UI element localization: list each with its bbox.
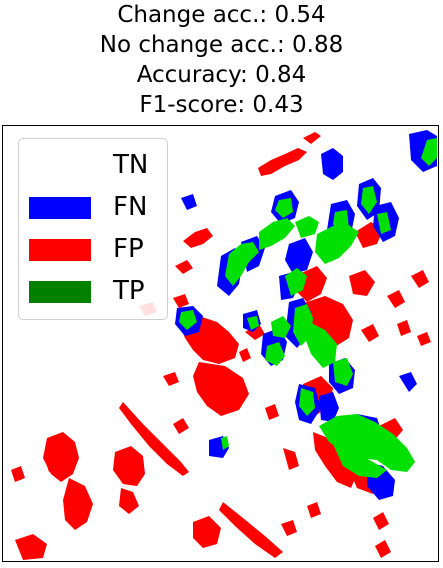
fp-region — [119, 402, 189, 476]
change-map-canvas — [11, 130, 437, 560]
legend: TN FN FP TP — [18, 138, 168, 320]
fp-region — [283, 448, 299, 470]
legend-label-fn: FN — [113, 192, 148, 222]
tp-region — [275, 198, 293, 218]
fp-region — [373, 512, 389, 530]
fp-region — [361, 324, 379, 342]
tp-region — [361, 186, 377, 214]
tp-region — [179, 310, 197, 330]
tp-region — [259, 218, 295, 250]
fp-region — [387, 290, 405, 308]
fn-region — [285, 238, 313, 274]
legend-item-fn: FN — [19, 187, 169, 227]
fp-region — [183, 228, 213, 248]
tp-region — [225, 242, 259, 286]
title-block: Change acc.: 0.54 No change acc.: 0.88 A… — [0, 0, 443, 120]
tp-region — [377, 212, 391, 234]
accuracy-text: Accuracy: 0.84 — [136, 62, 307, 88]
legend-swatch-tp — [29, 281, 91, 303]
fp-region — [193, 362, 249, 416]
tp-region — [421, 138, 437, 166]
tp-region — [295, 216, 319, 238]
fp-region — [411, 270, 429, 288]
fp-region — [265, 404, 279, 420]
legend-swatch-fn — [29, 197, 91, 219]
fn-region — [399, 372, 417, 392]
fp-region — [163, 372, 179, 386]
tp-region — [333, 358, 353, 386]
fp-region — [379, 418, 403, 442]
legend-label-tn: TN — [113, 150, 149, 180]
fp-region — [417, 332, 431, 346]
fp-region — [175, 260, 193, 274]
change-accuracy-text: Change acc.: 0.54 — [117, 2, 326, 28]
legend-item-tn: TN — [19, 145, 169, 185]
fp-region — [258, 148, 307, 176]
fp-region — [11, 466, 25, 482]
legend-label-tp: TP — [113, 276, 145, 306]
tp-region — [265, 342, 285, 366]
fp-region — [193, 516, 221, 548]
tp-region — [333, 444, 387, 478]
fn-region — [181, 194, 197, 210]
fp-region — [303, 132, 321, 144]
fp-region — [45, 456, 57, 472]
fp-region — [219, 502, 283, 558]
fp-region — [397, 320, 411, 336]
fp-region — [375, 540, 391, 558]
fp-region — [43, 432, 79, 482]
fp-region — [245, 324, 265, 340]
tp-region — [319, 414, 415, 472]
tp-region — [271, 316, 291, 338]
fn-region — [321, 148, 343, 180]
legend-swatch-fp — [29, 239, 91, 261]
fp-region — [307, 502, 321, 518]
fp-region — [313, 432, 357, 488]
legend-label-fp: FP — [113, 234, 144, 264]
change-detection-map — [2, 125, 439, 562]
fp-region — [119, 488, 139, 514]
no-change-accuracy-text: No change acc.: 0.88 — [99, 32, 344, 58]
fp-region — [349, 270, 375, 296]
tp-region — [221, 436, 229, 450]
fp-region — [173, 418, 189, 434]
tp-region — [305, 322, 337, 368]
true-positive-regions — [179, 138, 437, 478]
legend-item-fp: FP — [19, 229, 169, 269]
tp-region — [285, 268, 307, 296]
fn-region — [319, 392, 339, 422]
fp-region — [239, 348, 251, 362]
tp-region — [315, 224, 359, 264]
fp-region — [173, 294, 189, 308]
fp-region — [63, 478, 93, 530]
legend-item-tp: TP — [19, 271, 169, 311]
fp-region — [15, 534, 47, 560]
f1-score-text: F1-score: 0.43 — [139, 92, 304, 118]
fp-region — [113, 446, 145, 486]
tp-region — [247, 316, 259, 330]
fp-region — [281, 520, 297, 536]
legend-swatch-tn — [29, 155, 91, 177]
tp-region — [299, 388, 315, 416]
